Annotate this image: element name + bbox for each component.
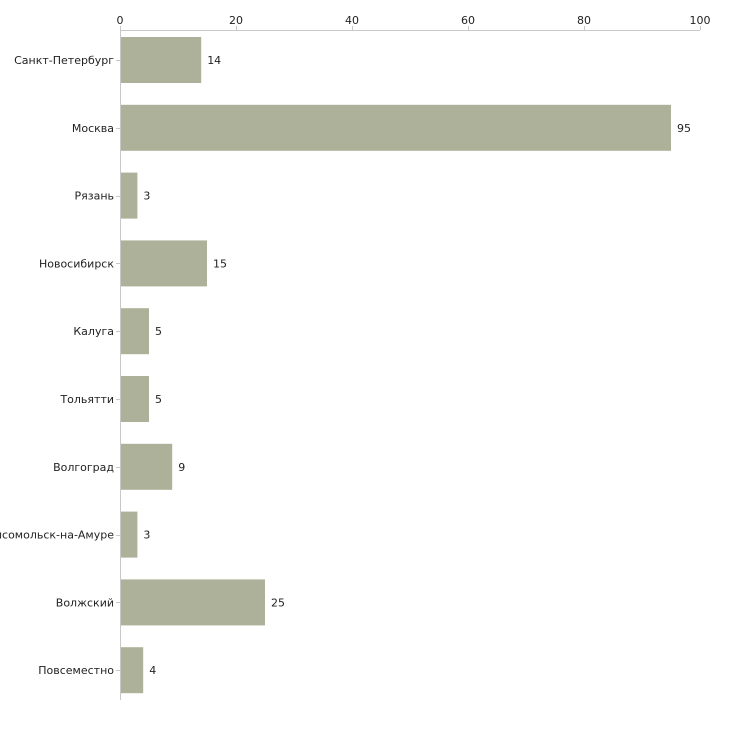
bars (121, 37, 671, 694)
bar (121, 579, 265, 626)
x-tick-label: 80 (577, 14, 591, 27)
category-label: Тольятти (59, 393, 114, 406)
value-label: 15 (213, 257, 227, 270)
x-tick-label: 0 (117, 14, 124, 27)
axes: 0 20 40 60 80 100 (116, 14, 711, 700)
value-label: 14 (207, 54, 221, 67)
bar (121, 104, 671, 151)
bar (121, 376, 149, 422)
category-label: Комсомольск-на-Амуре (0, 529, 114, 542)
value-label: 5 (155, 325, 162, 338)
value-label: 4 (149, 664, 156, 677)
category-label: Калуга (73, 325, 114, 338)
x-tick-label: 20 (229, 14, 243, 27)
value-label: 5 (155, 393, 162, 406)
category-label: Волжский (56, 596, 114, 609)
value-label: 3 (143, 190, 150, 203)
bar (121, 37, 202, 83)
bar (121, 172, 138, 219)
bar (121, 511, 138, 558)
bar (121, 443, 173, 490)
x-tick-label: 100 (690, 14, 711, 27)
x-tick-label: 60 (461, 14, 475, 27)
category-label: Москва (72, 122, 114, 135)
value-label: 95 (677, 122, 691, 135)
value-label: 25 (271, 596, 285, 609)
bar (121, 240, 207, 287)
bar (121, 647, 144, 694)
category-label: Рязань (74, 190, 114, 203)
bar (121, 308, 149, 355)
value-label: 9 (178, 461, 185, 474)
category-label: Новосибирск (39, 257, 114, 270)
category-label: Санкт-Петербург (14, 54, 114, 67)
category-label: Волгоград (53, 461, 114, 474)
value-label: 3 (143, 529, 150, 542)
category-label: Повсеместно (38, 664, 114, 677)
x-tick-label: 40 (345, 14, 359, 27)
